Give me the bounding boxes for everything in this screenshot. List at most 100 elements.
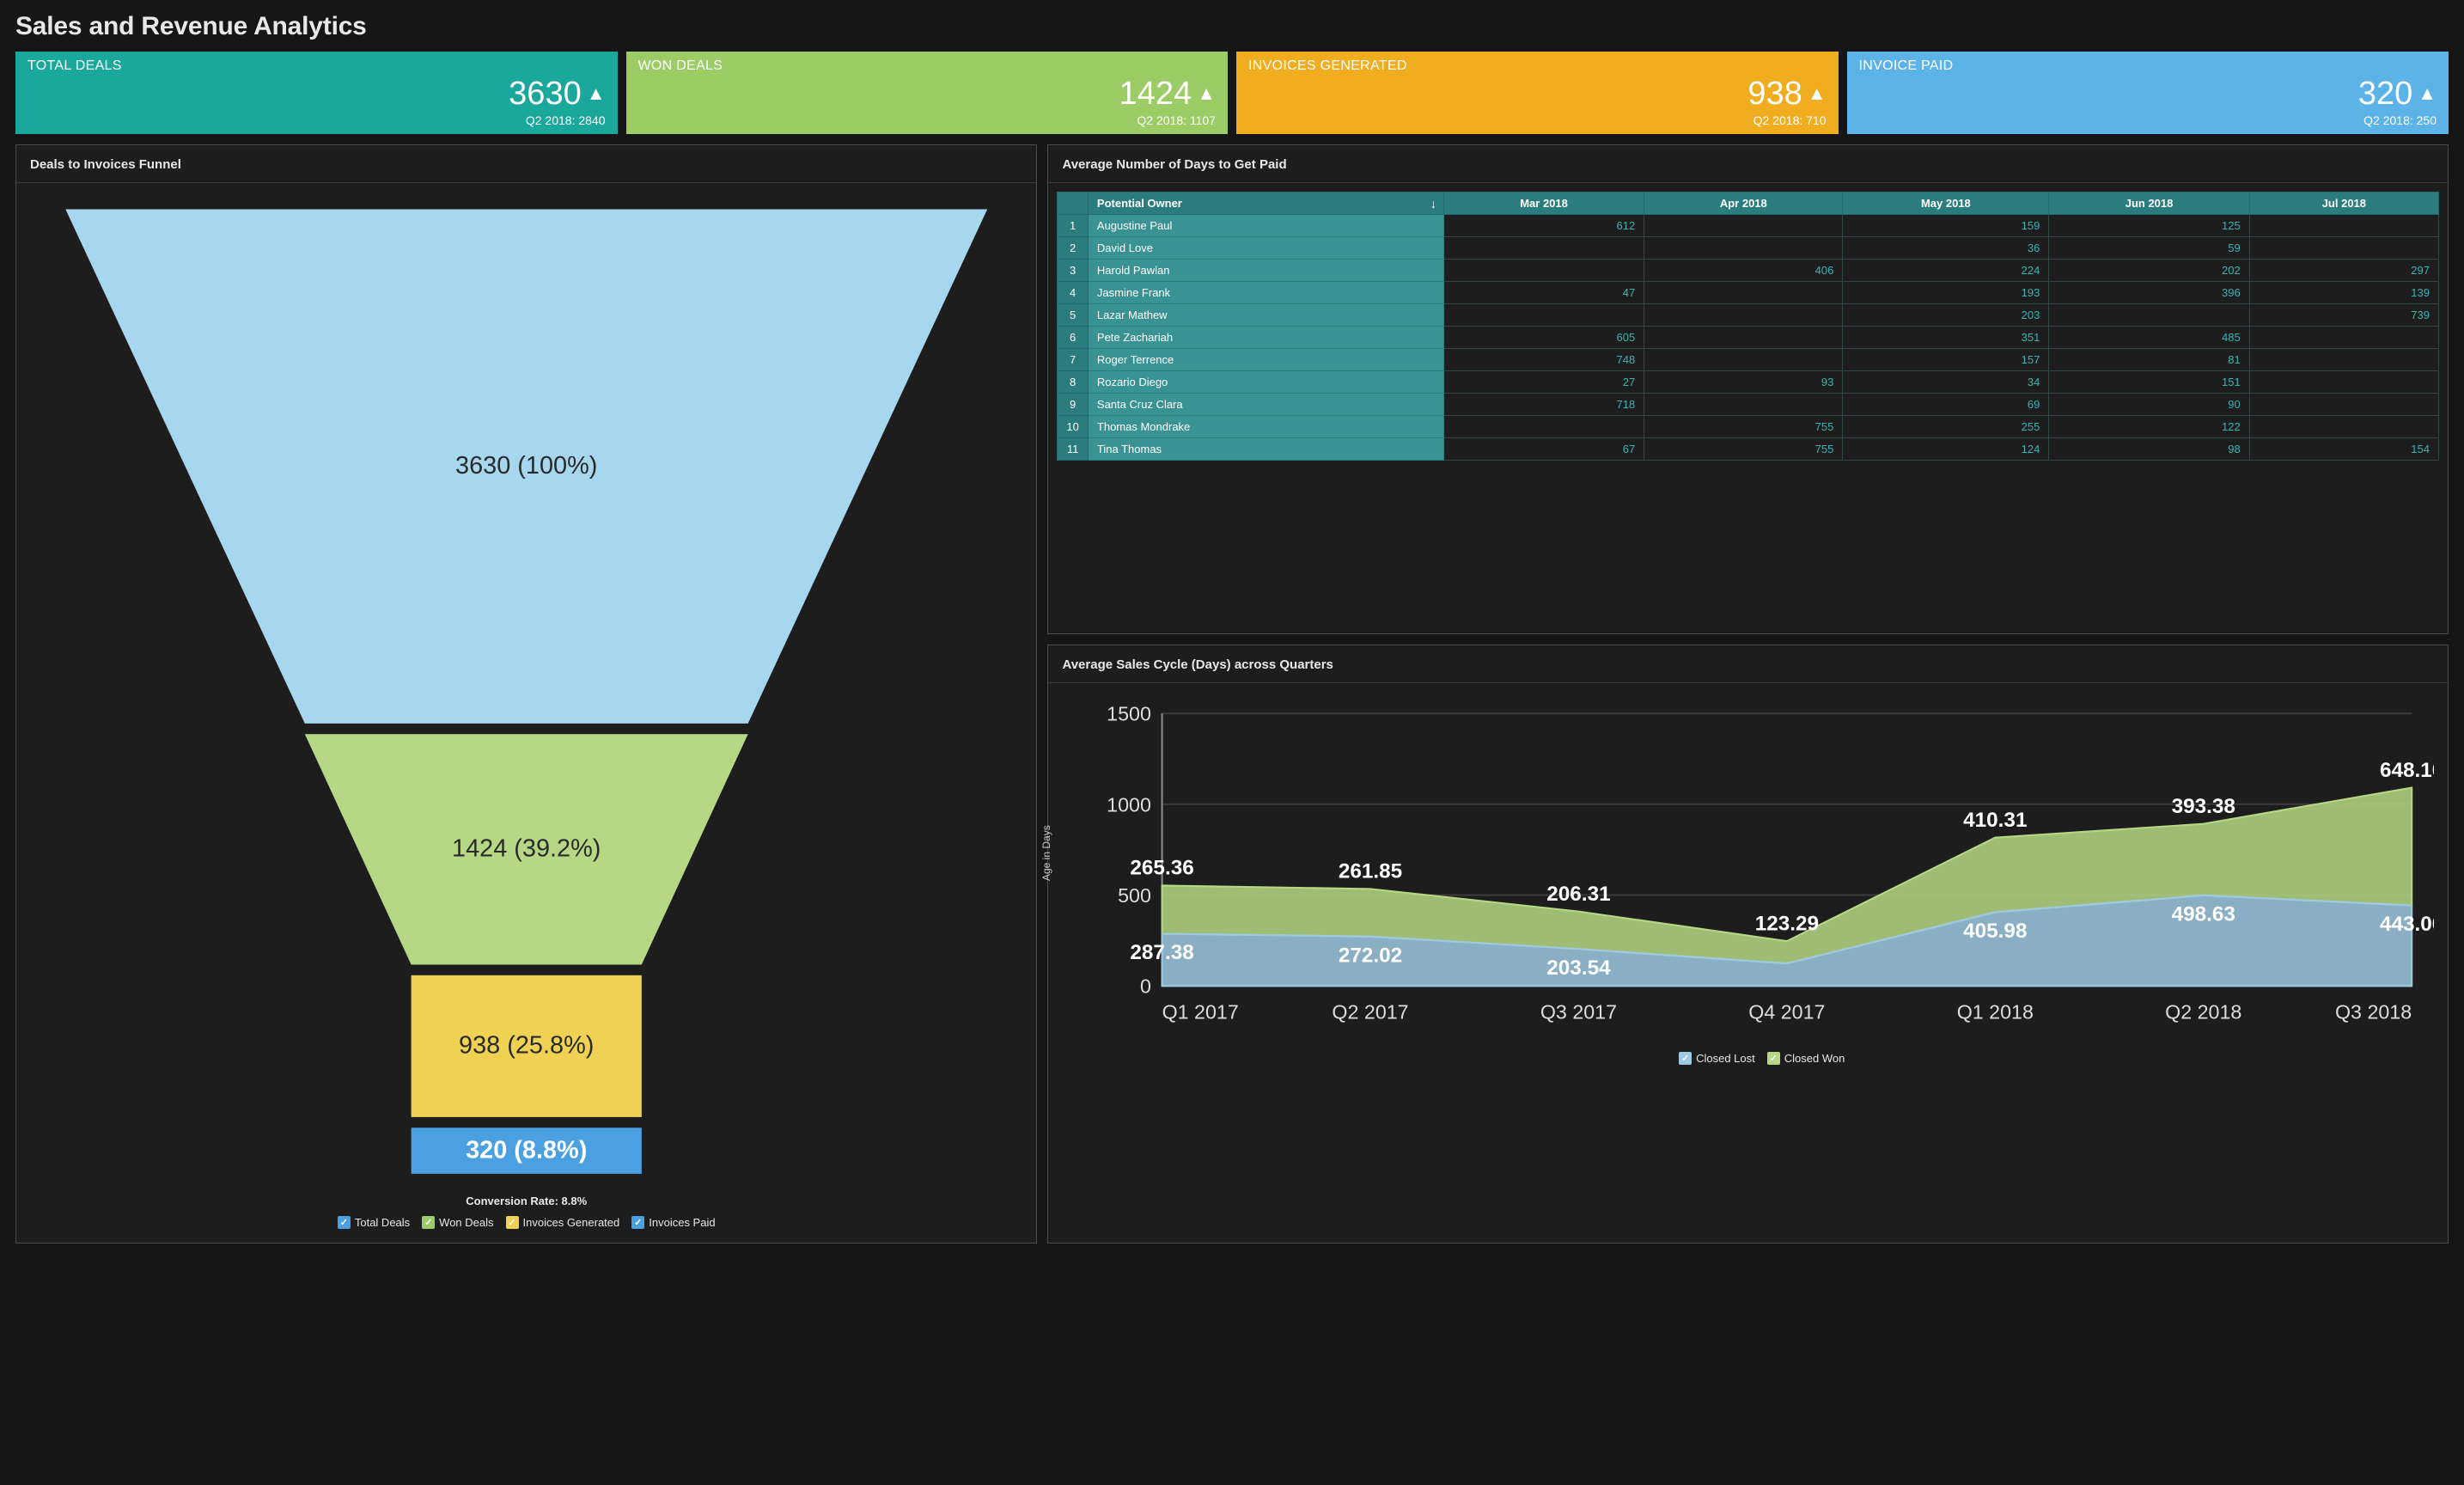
- x-tick-label: Q3 2017: [1540, 1001, 1617, 1024]
- kpi-value: 3630▲: [27, 77, 606, 110]
- table-header-month[interactable]: Apr 2018: [1644, 192, 1843, 215]
- table-cell: [1644, 349, 1843, 371]
- funnel-chart: 3630 (100%)1424 (39.2%)938 (25.8%)320 (8…: [30, 195, 1022, 1184]
- table-cell: 125: [2049, 215, 2249, 237]
- x-tick-label: Q1 2017: [1162, 1001, 1239, 1024]
- cycle-legend: ✓ Closed Lost ✓Closed Won: [1089, 1052, 2434, 1065]
- cycle-chart-panel: Average Sales Cycle (Days) across Quarte…: [1047, 645, 2449, 1244]
- table-cell: 406: [1644, 260, 1843, 282]
- row-owner[interactable]: Tina Thomas: [1088, 438, 1443, 461]
- kpi-label: WON DEALS: [638, 58, 1217, 74]
- kpi-compare: Q2 2018: 2840: [27, 113, 606, 127]
- kpi-card-total[interactable]: TOTAL DEALS3630▲Q2 2018: 2840: [15, 52, 618, 134]
- row-index: 11: [1058, 438, 1088, 461]
- y-tick-label: 1000: [1107, 794, 1152, 816]
- legend-item[interactable]: ✓Won Deals: [422, 1216, 493, 1229]
- table-cell: [2249, 215, 2438, 237]
- row-owner[interactable]: Augustine Paul: [1088, 215, 1443, 237]
- row-owner[interactable]: Pete Zachariah: [1088, 327, 1443, 349]
- row-index: 8: [1058, 371, 1088, 394]
- table-cell: 139: [2249, 282, 2438, 304]
- kpi-label: INVOICES GENERATED: [1248, 58, 1827, 74]
- days-table: Potential Owner↓Mar 2018Apr 2018May 2018…: [1057, 192, 2439, 461]
- table-cell: [2249, 394, 2438, 416]
- table-cell: 157: [1843, 349, 2049, 371]
- table-header-month[interactable]: May 2018: [1843, 192, 2049, 215]
- funnel-panel: Deals to Invoices Funnel 3630 (100%)1424…: [15, 144, 1037, 1244]
- kpi-card-won[interactable]: WON DEALS1424▲Q2 2018: 1107: [626, 52, 1229, 134]
- data-label: 123.29: [1755, 913, 1819, 936]
- y-tick-label: 1500: [1107, 703, 1152, 725]
- row-owner[interactable]: Santa Cruz Clara: [1088, 394, 1443, 416]
- kpi-compare: Q2 2018: 710: [1248, 113, 1827, 127]
- table-cell: [2249, 327, 2438, 349]
- table-cell: 612: [1443, 215, 1644, 237]
- table-cell: [1644, 282, 1843, 304]
- days-table-panel: Average Number of Days to Get Paid Poten…: [1047, 144, 2449, 634]
- data-label: 206.31: [1547, 883, 1611, 906]
- trend-up-icon: ▲: [1808, 84, 1827, 103]
- trend-up-icon: ▲: [1197, 84, 1216, 103]
- table-cell: 98: [2049, 438, 2249, 461]
- row-index: 5: [1058, 304, 1088, 327]
- legend-label: Closed Lost: [1696, 1052, 1755, 1065]
- table-cell: 47: [1443, 282, 1644, 304]
- row-owner[interactable]: Thomas Mondrake: [1088, 416, 1443, 438]
- funnel-stage-label: 1424 (39.2%): [452, 835, 601, 863]
- kpi-card-inv_paid[interactable]: INVOICE PAID320▲Q2 2018: 250: [1847, 52, 2449, 134]
- row-owner[interactable]: Rozario Diego: [1088, 371, 1443, 394]
- cycle-y-axis-label: Age in Days: [1040, 825, 1052, 881]
- cycle-chart-title: Average Sales Cycle (Days) across Quarte…: [1048, 645, 2448, 683]
- data-label: 498.63: [2172, 903, 2235, 926]
- legend-item[interactable]: ✓Invoices Generated: [506, 1216, 620, 1229]
- table-cell: 93: [1644, 371, 1843, 394]
- kpi-card-inv_gen[interactable]: INVOICES GENERATED 938▲ Q2 2018: 710: [1236, 52, 1839, 134]
- table-cell: [2249, 371, 2438, 394]
- table-row: 6Pete Zachariah605351485: [1058, 327, 2439, 349]
- table-row: 8Rozario Diego279334151: [1058, 371, 2439, 394]
- table-cell: [1644, 304, 1843, 327]
- row-owner[interactable]: Lazar Mathew: [1088, 304, 1443, 327]
- legend-label: Total Deals: [355, 1216, 410, 1229]
- cycle-area-chart: 050010001500Q1 2017Q2 2017Q3 2017Q4 2017…: [1089, 695, 2434, 1041]
- legend-item[interactable]: ✓ Closed Lost: [1679, 1052, 1755, 1065]
- row-owner[interactable]: Roger Terrence: [1088, 349, 1443, 371]
- row-index: 2: [1058, 237, 1088, 260]
- table-header-month[interactable]: Mar 2018: [1443, 192, 1644, 215]
- table-cell: [1443, 416, 1644, 438]
- table-cell: 351: [1843, 327, 2049, 349]
- table-cell: 203: [1843, 304, 2049, 327]
- row-owner[interactable]: Jasmine Frank: [1088, 282, 1443, 304]
- kpi-value: 938▲: [1248, 77, 1827, 110]
- y-tick-label: 0: [1140, 975, 1151, 998]
- table-cell: 202: [2049, 260, 2249, 282]
- table-row: 9Santa Cruz Clara7186990: [1058, 394, 2439, 416]
- table-cell: 81: [2049, 349, 2249, 371]
- legend-item[interactable]: ✓Invoices Paid: [631, 1216, 715, 1229]
- legend-swatch-icon: ✓: [631, 1216, 644, 1229]
- row-owner[interactable]: Harold Pawlan: [1088, 260, 1443, 282]
- table-cell: 122: [2049, 416, 2249, 438]
- legend-item[interactable]: ✓Total Deals: [338, 1216, 410, 1229]
- table-cell: 27: [1443, 371, 1644, 394]
- funnel-title: Deals to Invoices Funnel: [16, 145, 1036, 183]
- legend-item[interactable]: ✓Closed Won: [1767, 1052, 1845, 1065]
- kpi-compare: Q2 2018: 250: [1859, 113, 2437, 127]
- data-label: 261.85: [1339, 860, 1402, 883]
- kpi-label: INVOICE PAID: [1859, 58, 2437, 74]
- table-cell: [1443, 260, 1644, 282]
- table-header-owner[interactable]: Potential Owner↓: [1088, 192, 1443, 215]
- legend-swatch-icon: ✓: [1679, 1052, 1692, 1065]
- table-header-month[interactable]: Jul 2018: [2249, 192, 2438, 215]
- row-owner[interactable]: David Love: [1088, 237, 1443, 260]
- data-label: 265.36: [1131, 857, 1194, 880]
- table-cell: 485: [2049, 327, 2249, 349]
- table-cell: [1443, 304, 1644, 327]
- kpi-compare: Q2 2018: 1107: [638, 113, 1217, 127]
- x-tick-label: Q4 2017: [1749, 1001, 1826, 1024]
- legend-swatch-icon: ✓: [506, 1216, 519, 1229]
- table-cell: 224: [1843, 260, 2049, 282]
- legend-label: Closed Won: [1784, 1052, 1845, 1065]
- table-cell: 90: [2049, 394, 2249, 416]
- table-header-month[interactable]: Jun 2018: [2049, 192, 2249, 215]
